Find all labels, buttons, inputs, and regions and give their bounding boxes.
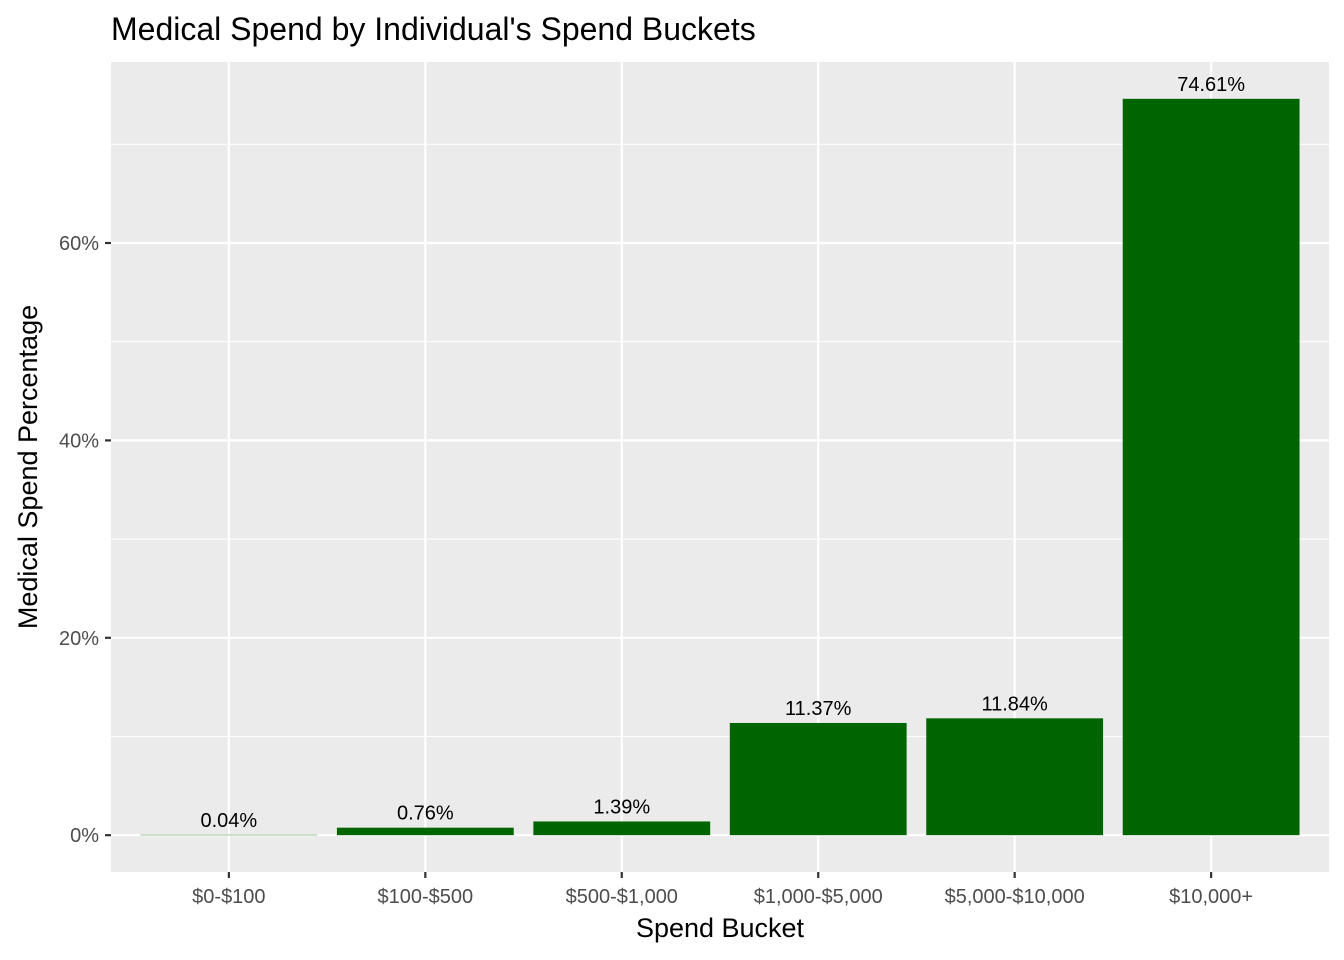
bars — [140, 98, 1300, 836]
x-tick-label: $5,000-$10,000 — [945, 886, 1085, 908]
bar-value-label: 74.61% — [1177, 74, 1245, 96]
y-tick-label: 20% — [59, 628, 99, 650]
bar — [729, 722, 907, 836]
bar — [926, 718, 1104, 836]
y-tick-label: 0% — [70, 825, 99, 847]
chart-title: Medical Spend by Individual's Spend Buck… — [111, 11, 756, 47]
bar-value-label: 11.37% — [785, 698, 852, 720]
bar-value-label: 1.39% — [593, 796, 650, 818]
x-tick-label: $1,000-$5,000 — [754, 886, 883, 908]
bar — [1122, 98, 1300, 836]
x-tick-label: $10,000+ — [1169, 886, 1253, 908]
x-tick-label: $100-$500 — [377, 886, 473, 908]
bar-value-label: 11.84% — [981, 693, 1048, 715]
y-tick-label: 40% — [59, 430, 99, 452]
bar-value-label: 0.76% — [397, 803, 454, 825]
x-axis: $0-$100 $100-$500 $500-$1,000 $1,000-$5,000… — [192, 872, 1253, 908]
y-axis-title: Medical Spend Percentage — [13, 305, 43, 629]
y-tick-label: 60% — [59, 233, 99, 255]
bar — [533, 821, 711, 836]
y-axis: 0% 20% 40% 60% — [59, 233, 111, 847]
x-tick-label: $500-$1,000 — [566, 886, 678, 908]
bar — [336, 827, 514, 836]
bar-value-label: 0.04% — [201, 810, 258, 832]
bar-value-labels: 0.04% 0.76% 1.39% 11.37% 11.84% 74.61% — [201, 74, 1246, 832]
x-axis-title: Spend Bucket — [636, 913, 805, 943]
x-tick-label: $0-$100 — [192, 886, 265, 908]
